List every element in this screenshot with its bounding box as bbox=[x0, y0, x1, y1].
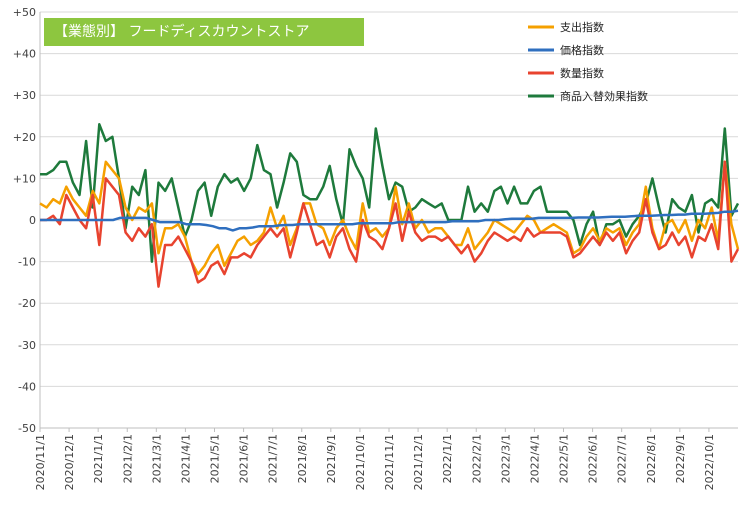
x-tick-label: 2022/6/1 bbox=[587, 434, 600, 483]
x-tick-label: 2021/2/1 bbox=[121, 434, 134, 483]
x-tick-label: 2020/11/1 bbox=[34, 434, 47, 490]
legend-label-0: 支出指数 bbox=[560, 20, 604, 34]
y-tick-label: -30 bbox=[18, 339, 36, 352]
x-tick-label: 2022/10/1 bbox=[703, 434, 716, 490]
series-line-3 bbox=[40, 123, 740, 263]
legend-label-3: 商品入替効果指数 bbox=[560, 89, 648, 103]
y-tick-label: +30 bbox=[13, 89, 36, 102]
y-tick-label: +20 bbox=[13, 131, 36, 144]
x-tick-label: 2022/3/1 bbox=[499, 434, 512, 483]
x-tick-label: 2021/11/1 bbox=[383, 434, 396, 490]
x-tick-label: 2021/4/1 bbox=[179, 434, 192, 483]
x-tick-label: 2020/12/1 bbox=[63, 434, 76, 490]
series-line-1 bbox=[40, 209, 739, 232]
x-tick-label: 2021/12/1 bbox=[412, 434, 425, 490]
y-tick-label: 0 bbox=[29, 214, 36, 227]
y-tick-label: -40 bbox=[18, 380, 36, 393]
x-tick-label: 2021/3/1 bbox=[150, 434, 163, 483]
x-tick-label: 2021/1/1 bbox=[92, 434, 105, 483]
x-tick-label: 2022/2/1 bbox=[470, 434, 483, 483]
y-tick-label: +10 bbox=[13, 172, 36, 185]
legend-label-2: 数量指数 bbox=[560, 66, 604, 80]
y-tick-label: -20 bbox=[18, 297, 36, 310]
x-tick-label: 2021/10/1 bbox=[354, 434, 367, 490]
y-tick-label: -50 bbox=[18, 422, 36, 435]
y-axis-ticks: +50 +40 +30 +20 +10 0 -10 -20 -30 -40 -50 bbox=[13, 6, 36, 435]
legend-label-1: 価格指数 bbox=[560, 43, 604, 57]
series-lines bbox=[39, 123, 740, 288]
y-tick-label: +40 bbox=[13, 48, 36, 61]
x-tick-label: 2022/1/1 bbox=[441, 434, 454, 483]
y-tick-label: -10 bbox=[18, 256, 36, 269]
x-tick-label: 2021/7/1 bbox=[267, 434, 280, 483]
x-tick-label: 2021/9/1 bbox=[325, 434, 338, 483]
x-tick-label: 2021/5/1 bbox=[209, 434, 222, 483]
x-tick-label: 2021/8/1 bbox=[296, 434, 309, 483]
grid-lines bbox=[39, 11, 738, 429]
x-axis-ticks: 2020/11/1 2020/12/1 2021/1/1 2021/2/1 2021/3… bbox=[34, 428, 716, 490]
chart-title-badge: 【業態別】 フードディスカウントストア bbox=[44, 18, 364, 46]
y-tick-label: +50 bbox=[13, 6, 36, 19]
x-tick-label: 2022/7/1 bbox=[616, 434, 629, 483]
x-tick-label: 2022/8/1 bbox=[645, 434, 658, 483]
x-tick-label: 2022/5/1 bbox=[558, 434, 571, 483]
x-tick-label: 2022/4/1 bbox=[528, 434, 541, 483]
x-tick-label: 2021/6/1 bbox=[238, 434, 251, 483]
x-tick-label: 2022/9/1 bbox=[674, 434, 687, 483]
series-line-2 bbox=[40, 160, 740, 288]
